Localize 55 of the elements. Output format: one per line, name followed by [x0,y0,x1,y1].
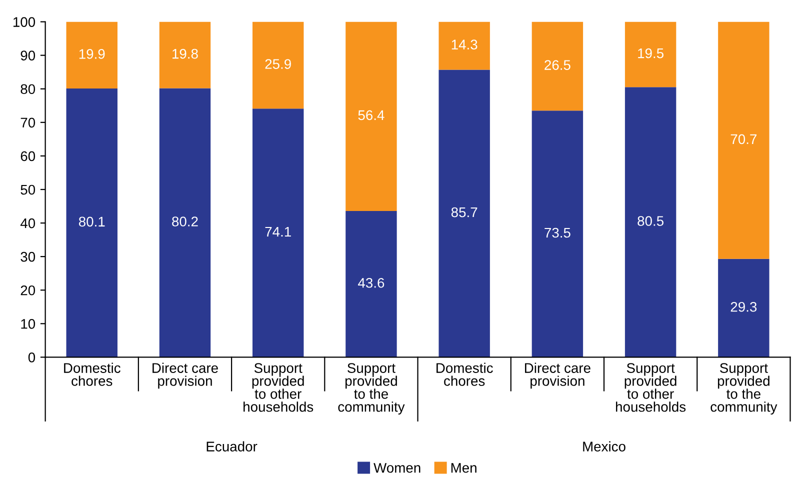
data-label: 14.3 [452,40,478,50]
bar [159,22,211,88]
y-tick-label: 70 [20,118,36,128]
data-label: 19.8 [172,48,198,59]
data-label: 85.7 [451,207,478,218]
bar [532,110,584,358]
data-label: 43.6 [358,278,384,288]
y-tick-label: 80 [20,84,36,94]
data-label: 80.5 [638,216,664,226]
bar [438,22,490,70]
text: Ecuador [206,441,258,452]
bar [718,22,770,259]
bar [66,88,118,358]
data-label: 70.7 [730,134,756,144]
x-tick-label: Domestic chores [436,362,493,386]
data-label: 26.5 [544,60,570,70]
data-label: 25.9 [265,59,291,69]
bar [718,258,770,358]
data-label: 19.5 [638,48,664,58]
x-tick-label: Direct care provision [152,362,218,389]
text: Mexico [583,441,626,452]
x-tick-label: Support provided to the community [338,363,405,415]
x-tick-label: Direct care provision [525,362,590,389]
y-tick-label: 100 [13,17,36,27]
data-label: 80.1 [78,216,105,227]
data-label: 73.5 [544,228,570,238]
legend-label: Men [451,463,476,473]
y-tick-label: 90 [20,50,36,60]
bar [624,87,676,358]
bar [532,22,584,111]
x-tick-label: Support provided to the community [710,363,778,415]
bar [346,22,397,211]
data-label: 74.1 [265,226,291,237]
y-tick-label: 40 [20,218,36,228]
bar [438,70,490,358]
y-tick-label: 0 [28,352,36,362]
y-tick-label: 30 [20,252,36,262]
y-tick-label: 60 [20,151,36,162]
bar [159,88,211,358]
data-label: 29.3 [730,302,757,312]
bar [66,22,118,89]
legend-label: Women [374,463,420,473]
y-tick-label: 50 [20,184,36,195]
bar [346,210,397,358]
x-tick-label: Support provided to other households [616,363,686,412]
data-label: 56.4 [358,110,384,120]
bar [252,22,304,109]
bar [252,108,304,358]
y-tick-label: 20 [20,285,36,296]
y-tick-label: 10 [21,318,36,329]
data-label: 19.9 [79,49,105,59]
data-label: 80.2 [172,216,198,226]
bar [624,22,676,88]
x-tick-label: Support provided to other households [244,363,314,412]
x-tick-label: Domestic chores [64,362,120,386]
